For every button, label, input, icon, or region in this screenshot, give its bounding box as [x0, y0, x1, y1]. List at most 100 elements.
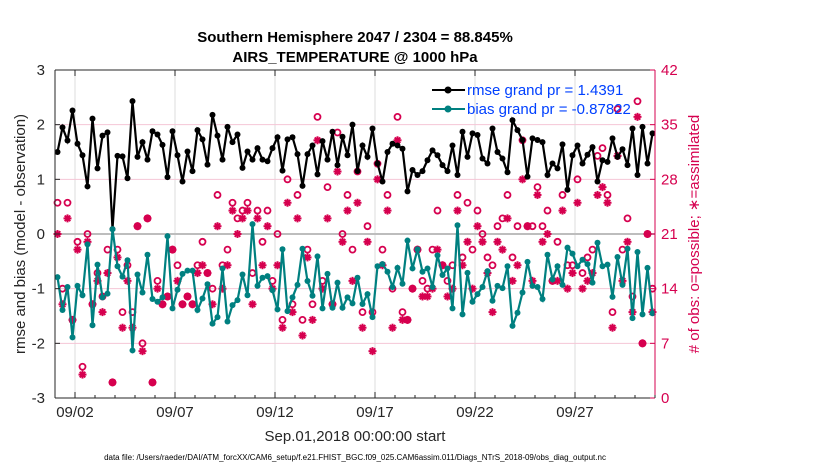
- rmse-point: [549, 160, 556, 167]
- rmse-point: [199, 136, 206, 143]
- rmse-point: [219, 156, 226, 163]
- possible-obs-marker: [418, 276, 427, 285]
- rmse-point: [339, 133, 346, 140]
- rmse-point: [309, 142, 316, 149]
- possible-obs-marker: [553, 237, 562, 246]
- bias-point: [429, 284, 436, 291]
- possible-obs-marker: [283, 175, 292, 184]
- assimilated-obs-marker: [298, 331, 307, 340]
- assimilated-obs-marker: [518, 175, 527, 184]
- y-left-tick-label: -3: [32, 390, 45, 407]
- y-right-tick-label: 0: [661, 390, 669, 407]
- y-right-tick-label: 35: [661, 117, 678, 134]
- bias-point: [244, 292, 251, 299]
- series-lines: [54, 98, 656, 354]
- rmse-point: [59, 124, 66, 131]
- bias-point: [599, 263, 606, 270]
- rmse-point: [624, 162, 631, 169]
- rmse-point: [99, 132, 106, 139]
- bias-point: [454, 222, 461, 229]
- bias-point: [284, 308, 291, 315]
- possible-obs-marker: [343, 191, 352, 199]
- possible-obs-marker: [243, 198, 252, 207]
- possible-obs-marker: [608, 308, 617, 316]
- bias-point: [539, 296, 546, 303]
- rmse-point: [214, 132, 221, 139]
- bias-point: [169, 305, 176, 312]
- bias-point: [269, 287, 276, 294]
- bias-point: [214, 314, 221, 321]
- bias-point: [59, 306, 66, 313]
- possible-obs-marker: [538, 222, 547, 231]
- bias-point: [644, 264, 651, 271]
- assimilated-obs-marker: [133, 222, 142, 231]
- rmse-point: [369, 125, 376, 132]
- bias-point: [424, 265, 431, 272]
- bias-point: [574, 263, 581, 270]
- assimilated-obs-marker: [343, 206, 352, 215]
- bias-point: [129, 347, 136, 354]
- assimilated-obs-marker: [503, 214, 512, 223]
- assimilated-obs-marker: [178, 300, 187, 309]
- bias-point: [314, 253, 321, 260]
- x-tick-label: 09/12: [256, 404, 294, 421]
- rmse-point: [564, 186, 571, 193]
- rmse-point: [129, 98, 136, 105]
- rmse-point: [189, 168, 196, 175]
- assimilated-obs-marker: [533, 190, 542, 199]
- bias-point: [259, 274, 266, 281]
- rmse-point: [334, 162, 341, 169]
- assimilated-obs-marker: [353, 198, 362, 207]
- bias-point: [229, 302, 236, 309]
- bias-point: [344, 294, 351, 301]
- rmse-point: [529, 135, 536, 142]
- bias-point: [144, 251, 151, 258]
- possible-obs-marker: [223, 245, 232, 254]
- bias-point: [179, 270, 186, 277]
- legend-rmse-marker: [444, 86, 452, 94]
- bias-point: [544, 251, 551, 258]
- bias-point: [99, 294, 106, 301]
- bias-point: [74, 282, 81, 289]
- rmse-point: [644, 160, 651, 167]
- bias-point: [569, 250, 576, 257]
- rmse-point: [279, 167, 286, 174]
- possible-obs-marker: [323, 183, 332, 192]
- rmse-point: [249, 156, 256, 163]
- y-left-tick-label: 3: [37, 62, 45, 79]
- grid: [55, 70, 655, 398]
- possible-obs-marker: [603, 191, 612, 199]
- rmse-point: [459, 128, 466, 135]
- assimilated-obs-marker: [368, 347, 377, 356]
- possible-obs-marker: [508, 253, 517, 262]
- assimilated-obs-marker: [603, 198, 612, 207]
- assimilated-obs-marker: [243, 206, 252, 215]
- bias-point: [109, 226, 116, 233]
- rmse-point: [104, 129, 111, 136]
- bias-point: [124, 257, 131, 264]
- rmse-point: [114, 152, 121, 159]
- assimilated-obs-marker: [188, 300, 197, 309]
- assimilated-obs-marker: [523, 222, 532, 231]
- bias-point: [359, 300, 366, 307]
- bias-point: [589, 279, 596, 286]
- rmse-point: [389, 140, 396, 147]
- possible-obs-marker: [478, 230, 487, 238]
- rmse-point: [449, 142, 456, 149]
- x-axis-label: Sep.01,2018 00:00:00 start: [265, 428, 447, 445]
- assimilated-obs-marker: [478, 237, 487, 246]
- bias-point: [519, 289, 526, 296]
- assimilated-obs-marker: [73, 245, 82, 254]
- rmse-point: [539, 139, 546, 146]
- possible-obs-marker: [593, 152, 602, 160]
- possible-obs-marker: [558, 191, 567, 199]
- rmse-point: [209, 111, 216, 118]
- possible-obs-marker: [308, 300, 317, 309]
- rmse-point: [274, 134, 281, 141]
- rmse-point: [604, 158, 611, 165]
- legend: rmse grand pr = 1.4391 bias grand pr = -…: [432, 82, 631, 118]
- possible-obs-marker: [213, 191, 222, 199]
- assimilated-obs-marker: [498, 245, 507, 254]
- assimilated-obs-marker: [623, 237, 632, 246]
- possible-obs-marker: [303, 245, 312, 254]
